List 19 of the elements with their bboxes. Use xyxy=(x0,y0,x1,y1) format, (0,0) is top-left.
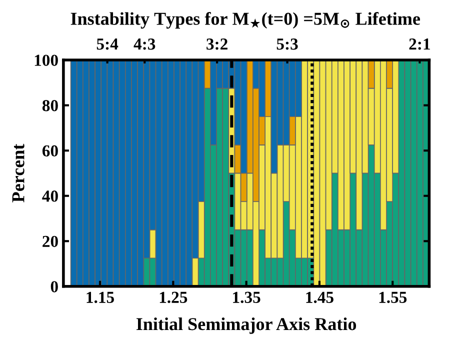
x-axis-title: Initial Semimajor Axis Ratio xyxy=(136,317,356,334)
y-tick-label: 20 xyxy=(42,236,58,248)
annotation: 3:2 xyxy=(206,38,228,50)
y-tick-label: 60 xyxy=(42,145,58,157)
annotation: 5:3 xyxy=(276,38,298,50)
y-tick-label: 0 xyxy=(50,281,58,292)
y-tick-label: 80 xyxy=(42,100,58,112)
annotation: 4:3 xyxy=(134,38,156,50)
x-tick-label: 1.45 xyxy=(306,292,334,304)
y-axis-title: Percent xyxy=(12,144,24,202)
x-tick-label: 1.35 xyxy=(233,292,260,304)
x-tick-label: 1.25 xyxy=(160,292,188,304)
x-tick-label: 1.55 xyxy=(379,292,407,304)
y-tick-label: 100 xyxy=(34,54,58,66)
chart-title: Instability Types for M$_{★}$(t=0) =5M$_{⊙}$ Lifetime xyxy=(70,12,420,29)
annotation: 5:4 xyxy=(96,38,118,50)
annotation: 2:1 xyxy=(409,38,430,50)
y-tick-label: 40 xyxy=(42,190,58,202)
x-tick-label: 1.15 xyxy=(86,292,114,304)
